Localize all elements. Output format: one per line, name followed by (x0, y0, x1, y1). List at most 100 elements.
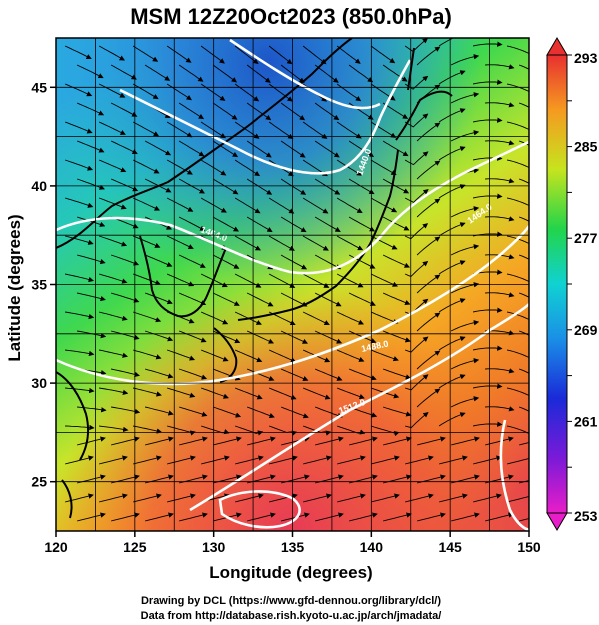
streamline (404, 412, 429, 429)
streamline (268, 83, 293, 102)
streamline (416, 84, 441, 104)
colorbar-bottom-arrow (546, 512, 568, 531)
colorbar-label: 253 (574, 508, 598, 524)
streamline (507, 45, 529, 57)
streamline (314, 216, 341, 232)
streamline (314, 292, 342, 307)
streamline (200, 121, 226, 139)
colorbar-label: 293 (574, 50, 598, 66)
streamline (450, 244, 480, 256)
streamline (473, 383, 503, 389)
streamline (450, 320, 480, 332)
streamline (416, 46, 441, 66)
streamline (212, 140, 239, 158)
streamline (370, 311, 399, 324)
streamline (302, 45, 327, 65)
streamline (133, 425, 163, 434)
streamline (166, 493, 196, 503)
y-tick-label: 40 (31, 178, 47, 194)
streamline (507, 387, 529, 399)
streamline (506, 458, 529, 465)
streamline (268, 311, 296, 326)
streamline (416, 236, 441, 256)
streamline (438, 146, 466, 161)
streamline (98, 311, 128, 321)
colorbar-top-arrow (546, 37, 568, 56)
streamline (178, 406, 208, 417)
streamline (234, 311, 262, 325)
streamline (234, 273, 262, 288)
streamline (348, 216, 376, 232)
streamline (416, 512, 446, 522)
streamline (246, 512, 276, 522)
streamline (178, 64, 204, 82)
streamline (144, 436, 174, 446)
streamline (98, 455, 128, 465)
streamline (404, 189, 429, 203)
x-tick-label: 140 (360, 539, 384, 555)
streamline (348, 102, 374, 120)
streamline (234, 159, 261, 177)
streamline (438, 184, 466, 199)
streamline (234, 121, 260, 139)
streamline (518, 102, 529, 108)
streamline (132, 159, 160, 174)
streamline (370, 349, 399, 362)
colorbar-label: 277 (574, 230, 598, 246)
streamline (166, 197, 194, 212)
streamline (166, 311, 195, 324)
streamline (268, 349, 297, 363)
streamline (64, 493, 94, 503)
streamline (314, 406, 343, 419)
streamline (76, 140, 105, 153)
streamline (314, 140, 340, 158)
streamline (348, 292, 376, 306)
streamline (200, 311, 229, 325)
streamline (518, 216, 529, 222)
streamline (450, 512, 480, 522)
streamline (336, 121, 362, 139)
contour-1512 (189, 303, 529, 512)
y-tick-label: 25 (31, 474, 47, 490)
streamline (382, 512, 412, 522)
streamline (450, 436, 480, 446)
streamline (64, 455, 94, 465)
streamline (64, 159, 94, 171)
coastline-honshu (237, 149, 399, 321)
streamline (98, 121, 126, 135)
streamline (132, 197, 161, 211)
streamline (314, 178, 341, 195)
streamline (144, 254, 173, 267)
streamline (302, 387, 331, 400)
streamline (507, 121, 529, 133)
streamline (336, 45, 361, 64)
streamline (144, 178, 172, 193)
y-tick-label: 30 (31, 375, 47, 391)
x-axis-label: Longitude (degrees) (209, 563, 372, 582)
streamline (76, 254, 106, 265)
streamline (336, 493, 366, 503)
streamline (336, 387, 365, 400)
streamline (76, 216, 106, 227)
streamline (507, 159, 529, 171)
streamline (438, 374, 466, 389)
streamline (234, 425, 264, 436)
streamline (64, 121, 93, 134)
streamline (507, 425, 529, 435)
streamline (77, 406, 107, 413)
streamline (166, 387, 196, 398)
streamline (178, 102, 205, 120)
streamline (98, 235, 128, 247)
streamline (212, 102, 238, 120)
streamline (314, 330, 343, 344)
streamline (132, 349, 162, 360)
credit-drawing: Drawing by DCL (https://www.gfd-dennou.o… (141, 595, 441, 607)
streamline (246, 102, 272, 121)
streamline (473, 307, 503, 313)
x-tick-label: 145 (438, 539, 462, 555)
streamline (65, 349, 95, 357)
streamline (438, 455, 468, 465)
streamline (212, 178, 239, 195)
streamline (404, 260, 429, 278)
